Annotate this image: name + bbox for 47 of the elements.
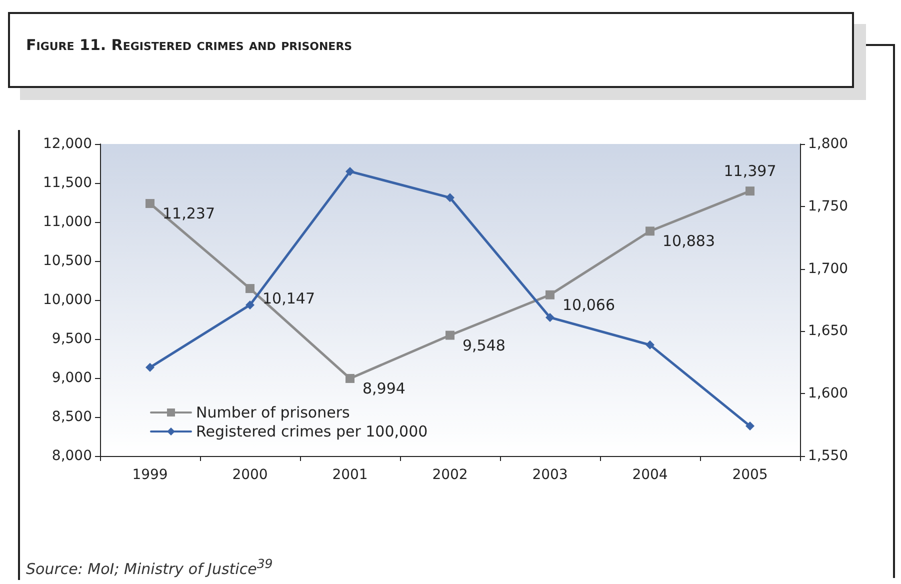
- y-tick-label: 8,500: [52, 409, 92, 425]
- y-tick-label: 10,000: [43, 292, 92, 308]
- point: [446, 330, 454, 340]
- x-tick-label: 2004: [632, 467, 668, 483]
- legend-label: Registered crimes per 100,000: [196, 422, 428, 440]
- x-tick-label: 2003: [532, 467, 568, 483]
- x-tick-label: 2005: [732, 467, 768, 483]
- point: [546, 312, 554, 322]
- y2-tick-label: 1,550: [808, 448, 848, 464]
- legend-label: Number of prisoners: [196, 404, 350, 422]
- point: [446, 193, 454, 202]
- x-tick-label: 1999: [132, 467, 168, 483]
- point: [146, 199, 154, 208]
- y-tick-label: 8,000: [52, 448, 92, 464]
- y2-tick-label: 1,750: [808, 198, 848, 214]
- y-tick-label: 10,500: [43, 253, 92, 269]
- source-note: Source: MoI; Ministry of Justice$^{39}$: [26, 556, 273, 578]
- y2-tick-label: 1,650: [808, 323, 848, 340]
- point: [546, 290, 554, 300]
- x-tick-label: 2000: [232, 467, 268, 483]
- point: [146, 362, 154, 372]
- point: [246, 300, 254, 310]
- y-tick-label: 11,000: [43, 214, 92, 230]
- y2-tick-label: 1,700: [808, 260, 848, 277]
- data-label: 11,237: [162, 204, 215, 223]
- data-label: 10,883: [662, 232, 715, 250]
- data-label: 9,548: [462, 336, 506, 354]
- x-tick-label: 2002: [432, 467, 468, 483]
- y-tick-label: 9,000: [52, 370, 92, 386]
- point: [246, 284, 254, 294]
- y-tick-label: 9,500: [52, 331, 92, 347]
- y2-tick-label: 1,600: [808, 386, 848, 402]
- y-tick-label: 12,000: [43, 136, 92, 152]
- data-label: 10,147: [262, 290, 315, 308]
- data-label: 11,397: [724, 162, 776, 180]
- point: [346, 166, 354, 176]
- point: [646, 340, 654, 350]
- point: [746, 422, 754, 431]
- y-tick-label: 11,500: [43, 175, 92, 191]
- point: [646, 226, 654, 236]
- x-tick-label: 2001: [332, 467, 368, 483]
- chart-title: Figure 11. Registered crimes and prisoners: [26, 36, 352, 54]
- y2-tick-label: 1,800: [808, 136, 848, 152]
- data-label: 8,994: [362, 379, 406, 398]
- data-label: 10,066: [562, 296, 615, 314]
- point: [746, 186, 754, 196]
- point: [346, 374, 354, 383]
